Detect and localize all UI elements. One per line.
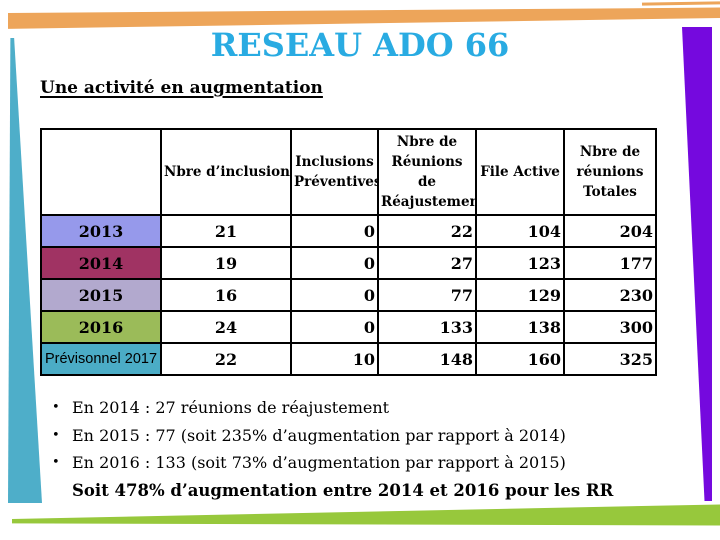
cell-value: 104 — [475, 214, 565, 248]
cell-value: 22 — [160, 342, 292, 376]
cell-value: 0 — [290, 246, 379, 280]
slide-title: RESEAU ADO 66 — [210, 26, 510, 64]
cell-value: 129 — [475, 278, 565, 312]
top-orange-accent-line — [641, 1, 720, 6]
cell-value: 300 — [563, 310, 657, 344]
table-row-2013: 2013 21 0 22 104 204 — [40, 214, 657, 248]
cell-value: 325 — [563, 342, 657, 376]
bullet-text: En 2015 : 77 (soit 235% d’augmentation p… — [72, 425, 566, 445]
cell-value: 16 — [160, 278, 292, 312]
cell-value: 21 — [160, 214, 292, 248]
cell-value: 0 — [290, 278, 379, 312]
cell-value: 160 — [475, 342, 565, 376]
column-header-reunions-totales: Nbre de réunions Totales — [563, 128, 657, 216]
column-header-inclusions: Nbre d’inclusions — [160, 128, 292, 216]
row-label-2014: 2014 — [40, 246, 162, 280]
list-item: • En 2016 : 133 (soit 73% d’augmentation… — [52, 449, 682, 477]
bullet-icon: • — [52, 427, 60, 443]
column-header-inclusions-preventives: Inclusions Préventives — [290, 128, 379, 216]
conclusion-text: Soit 478% d’augmentation entre 2014 et 2… — [72, 481, 614, 500]
bullet-list: • En 2014 : 27 réunions de réajustement … — [52, 394, 682, 505]
cell-value: 22 — [377, 214, 477, 248]
row-label-previsonnel-2017: Prévisonnel 2017 — [40, 342, 162, 376]
cell-value: 138 — [475, 310, 565, 344]
cell-value: 0 — [290, 214, 379, 248]
row-label-2016: 2016 — [40, 310, 162, 344]
cell-value: 19 — [160, 246, 292, 280]
bottom-green-banner — [12, 504, 720, 526]
column-header-file-active: File Active — [475, 128, 565, 216]
table-corner-cell — [40, 128, 162, 216]
table-row-2014: 2014 19 0 27 123 177 — [40, 246, 657, 280]
list-item: • En 2014 : 27 réunions de réajustement — [52, 394, 682, 422]
row-label-2013: 2013 — [40, 214, 162, 248]
bullet-icon: • — [52, 400, 60, 416]
cell-value: 0 — [290, 310, 379, 344]
row-label-2015: 2015 — [40, 278, 162, 312]
cell-value: 204 — [563, 214, 657, 248]
cell-value: 177 — [563, 246, 657, 280]
right-purple-bar — [682, 27, 712, 501]
cell-value: 148 — [377, 342, 477, 376]
cell-value: 133 — [377, 310, 477, 344]
activity-table: Nbre d’inclusions Inclusions Préventives… — [40, 128, 657, 376]
left-teal-bar — [8, 38, 42, 503]
table-row-previsonnel-2017: Prévisonnel 2017 22 10 148 160 325 — [40, 342, 657, 376]
bullet-text: En 2016 : 133 (soit 73% d’augmentation p… — [72, 453, 566, 473]
table-row-2016: 2016 24 0 133 138 300 — [40, 310, 657, 344]
column-header-reunions-reajustement: Nbre de Réunions de Réajustement — [377, 128, 477, 216]
table-header-row: Nbre d’inclusions Inclusions Préventives… — [40, 128, 657, 216]
bullet-text: En 2014 : 27 réunions de réajustement — [72, 398, 390, 418]
cell-value: 230 — [563, 278, 657, 312]
slide-subtitle: Une activité en augmentation — [40, 78, 323, 98]
bullet-icon: • — [52, 455, 60, 471]
cell-value: 27 — [377, 246, 477, 280]
cell-value: 123 — [475, 246, 565, 280]
cell-value: 24 — [160, 310, 292, 344]
list-item: • En 2015 : 77 (soit 235% d’augmentation… — [52, 422, 682, 450]
cell-value: 10 — [290, 342, 379, 376]
table-row-2015: 2015 16 0 77 129 230 — [40, 278, 657, 312]
cell-value: 77 — [377, 278, 477, 312]
